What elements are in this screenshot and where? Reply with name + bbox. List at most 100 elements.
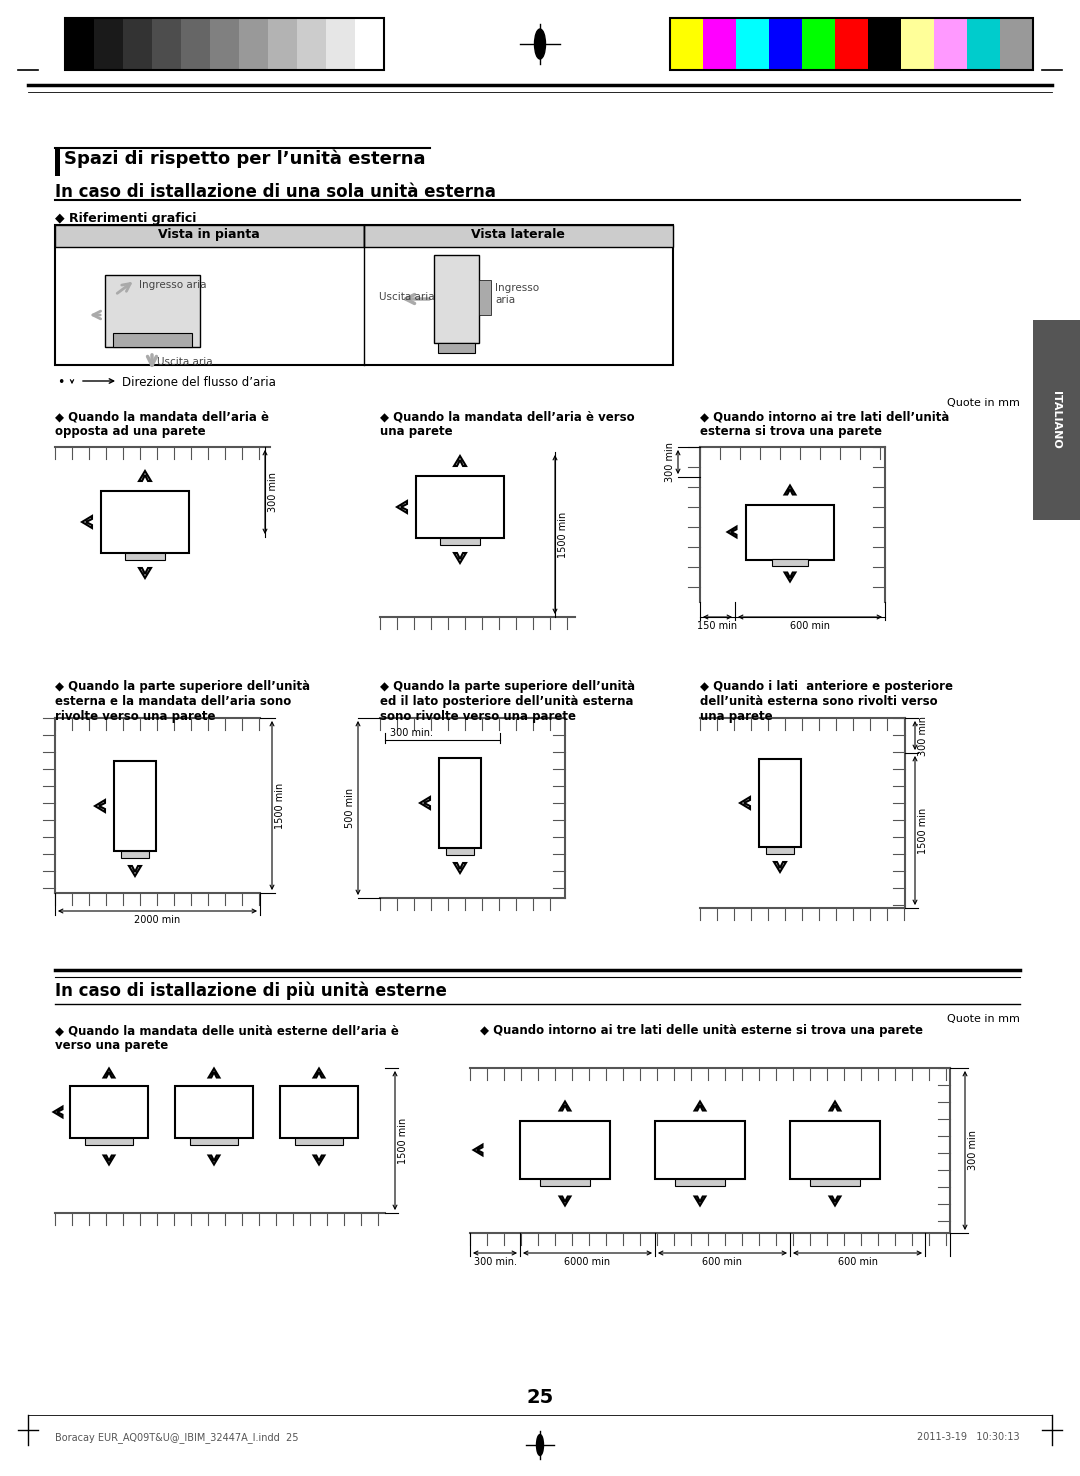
Bar — [364, 224, 673, 246]
Bar — [280, 1086, 357, 1138]
Bar — [802, 18, 835, 69]
Bar — [125, 554, 165, 559]
Polygon shape — [139, 471, 151, 481]
Bar — [55, 224, 364, 246]
Text: ◆ Quando i lati  anteriore e posteriore
dell’unità esterna sono rivolti verso
un: ◆ Quando i lati anteriore e posteriore d… — [700, 680, 953, 723]
Polygon shape — [740, 797, 750, 809]
Ellipse shape — [537, 1435, 543, 1455]
Text: ◆ Quando la parte superiore dell’unità
esterna e la mandata dell’aria sono
rivol: ◆ Quando la parte superiore dell’unità e… — [55, 680, 310, 723]
Bar — [239, 18, 268, 69]
Text: 1500 min: 1500 min — [399, 1117, 408, 1163]
Bar — [654, 1120, 745, 1179]
Bar — [295, 1138, 343, 1145]
Text: Uscita aria: Uscita aria — [379, 292, 434, 303]
Polygon shape — [208, 1156, 219, 1165]
Polygon shape — [104, 1069, 114, 1077]
Text: Uscita aria: Uscita aria — [157, 357, 213, 368]
Bar — [835, 18, 868, 69]
Text: Spazi di rispetto per l’unità esterna: Spazi di rispetto per l’unità esterna — [64, 149, 426, 167]
Bar — [789, 1120, 880, 1179]
Bar — [55, 148, 60, 176]
Bar — [113, 334, 192, 347]
Bar — [934, 18, 967, 69]
Polygon shape — [774, 862, 786, 872]
Bar — [480, 280, 491, 314]
Text: 500 min: 500 min — [345, 788, 355, 828]
Bar — [901, 18, 934, 69]
Bar — [735, 18, 769, 69]
Bar — [70, 1086, 148, 1138]
Text: Quote in mm: Quote in mm — [947, 399, 1020, 407]
Bar — [703, 18, 735, 69]
Text: 300 min.: 300 min. — [390, 728, 433, 738]
Text: Direzione del flusso d’aria: Direzione del flusso d’aria — [122, 376, 275, 390]
Text: ITALIANO: ITALIANO — [1051, 391, 1061, 449]
Bar — [746, 505, 834, 559]
Bar — [65, 18, 94, 69]
Polygon shape — [559, 1101, 570, 1110]
Bar — [190, 1138, 238, 1145]
Bar — [65, 18, 384, 69]
Text: 300 min: 300 min — [968, 1131, 978, 1170]
Bar — [416, 475, 504, 537]
Polygon shape — [208, 1069, 219, 1077]
Polygon shape — [104, 1156, 114, 1165]
Text: 300 min: 300 min — [918, 716, 928, 756]
Bar — [810, 1179, 860, 1187]
Bar — [759, 759, 801, 847]
Bar — [540, 1179, 590, 1187]
Polygon shape — [694, 1197, 705, 1206]
Bar — [769, 18, 802, 69]
Bar — [772, 559, 808, 565]
Text: Boracay EUR_AQ09T&U@_IBIM_32447A_I.indd  25: Boracay EUR_AQ09T&U@_IBIM_32447A_I.indd … — [55, 1432, 298, 1444]
Text: Vista in pianta: Vista in pianta — [158, 227, 260, 241]
Bar — [670, 18, 1032, 69]
Text: ◆ Quando la mandata dell’aria è verso
una parete: ◆ Quando la mandata dell’aria è verso un… — [380, 410, 635, 438]
Polygon shape — [473, 1144, 483, 1156]
Polygon shape — [784, 486, 795, 494]
Bar — [670, 18, 703, 69]
Bar — [152, 18, 181, 69]
Text: 25: 25 — [526, 1387, 554, 1407]
Polygon shape — [694, 1101, 705, 1110]
Text: 1500 min: 1500 min — [558, 511, 568, 558]
Text: 2011-3-19   10:30:13: 2011-3-19 10:30:13 — [917, 1432, 1020, 1442]
Polygon shape — [397, 500, 407, 514]
Polygon shape — [129, 866, 141, 875]
Text: Vista laterale: Vista laterale — [471, 227, 565, 241]
Polygon shape — [454, 456, 465, 466]
Polygon shape — [313, 1069, 324, 1077]
Text: In caso di istallazione di più unità esterne: In caso di istallazione di più unità est… — [55, 982, 447, 1001]
Polygon shape — [420, 797, 430, 809]
Bar — [181, 18, 210, 69]
Bar — [123, 18, 152, 69]
Bar — [1032, 320, 1080, 520]
Text: 1500 min: 1500 min — [275, 782, 285, 828]
Polygon shape — [559, 1197, 570, 1206]
Polygon shape — [95, 800, 105, 812]
Text: 2000 min: 2000 min — [134, 915, 180, 925]
Text: ◆ Quando intorno ai tre lati delle unità esterne si trova una parete: ◆ Quando intorno ai tre lati delle unità… — [480, 1024, 923, 1038]
Bar — [434, 255, 480, 342]
Text: 6000 min: 6000 min — [565, 1258, 610, 1266]
Bar — [446, 849, 474, 855]
Bar — [85, 1138, 133, 1145]
Polygon shape — [454, 863, 465, 872]
Text: 300 min: 300 min — [268, 472, 278, 512]
Bar — [297, 18, 326, 69]
Text: •: • — [57, 376, 65, 390]
Text: Quote in mm: Quote in mm — [947, 1014, 1020, 1024]
Bar — [438, 759, 481, 849]
Bar — [355, 18, 384, 69]
Bar — [121, 852, 149, 858]
Text: 1500 min: 1500 min — [918, 807, 928, 853]
Text: ◆ Riferimenti grafici: ◆ Riferimenti grafici — [55, 213, 197, 224]
Polygon shape — [454, 554, 465, 562]
Text: 600 min: 600 min — [702, 1258, 743, 1266]
Bar — [102, 492, 189, 554]
Polygon shape — [139, 568, 151, 579]
Bar — [519, 1120, 610, 1179]
Bar — [967, 18, 1000, 69]
Polygon shape — [829, 1197, 840, 1206]
Polygon shape — [82, 517, 92, 528]
